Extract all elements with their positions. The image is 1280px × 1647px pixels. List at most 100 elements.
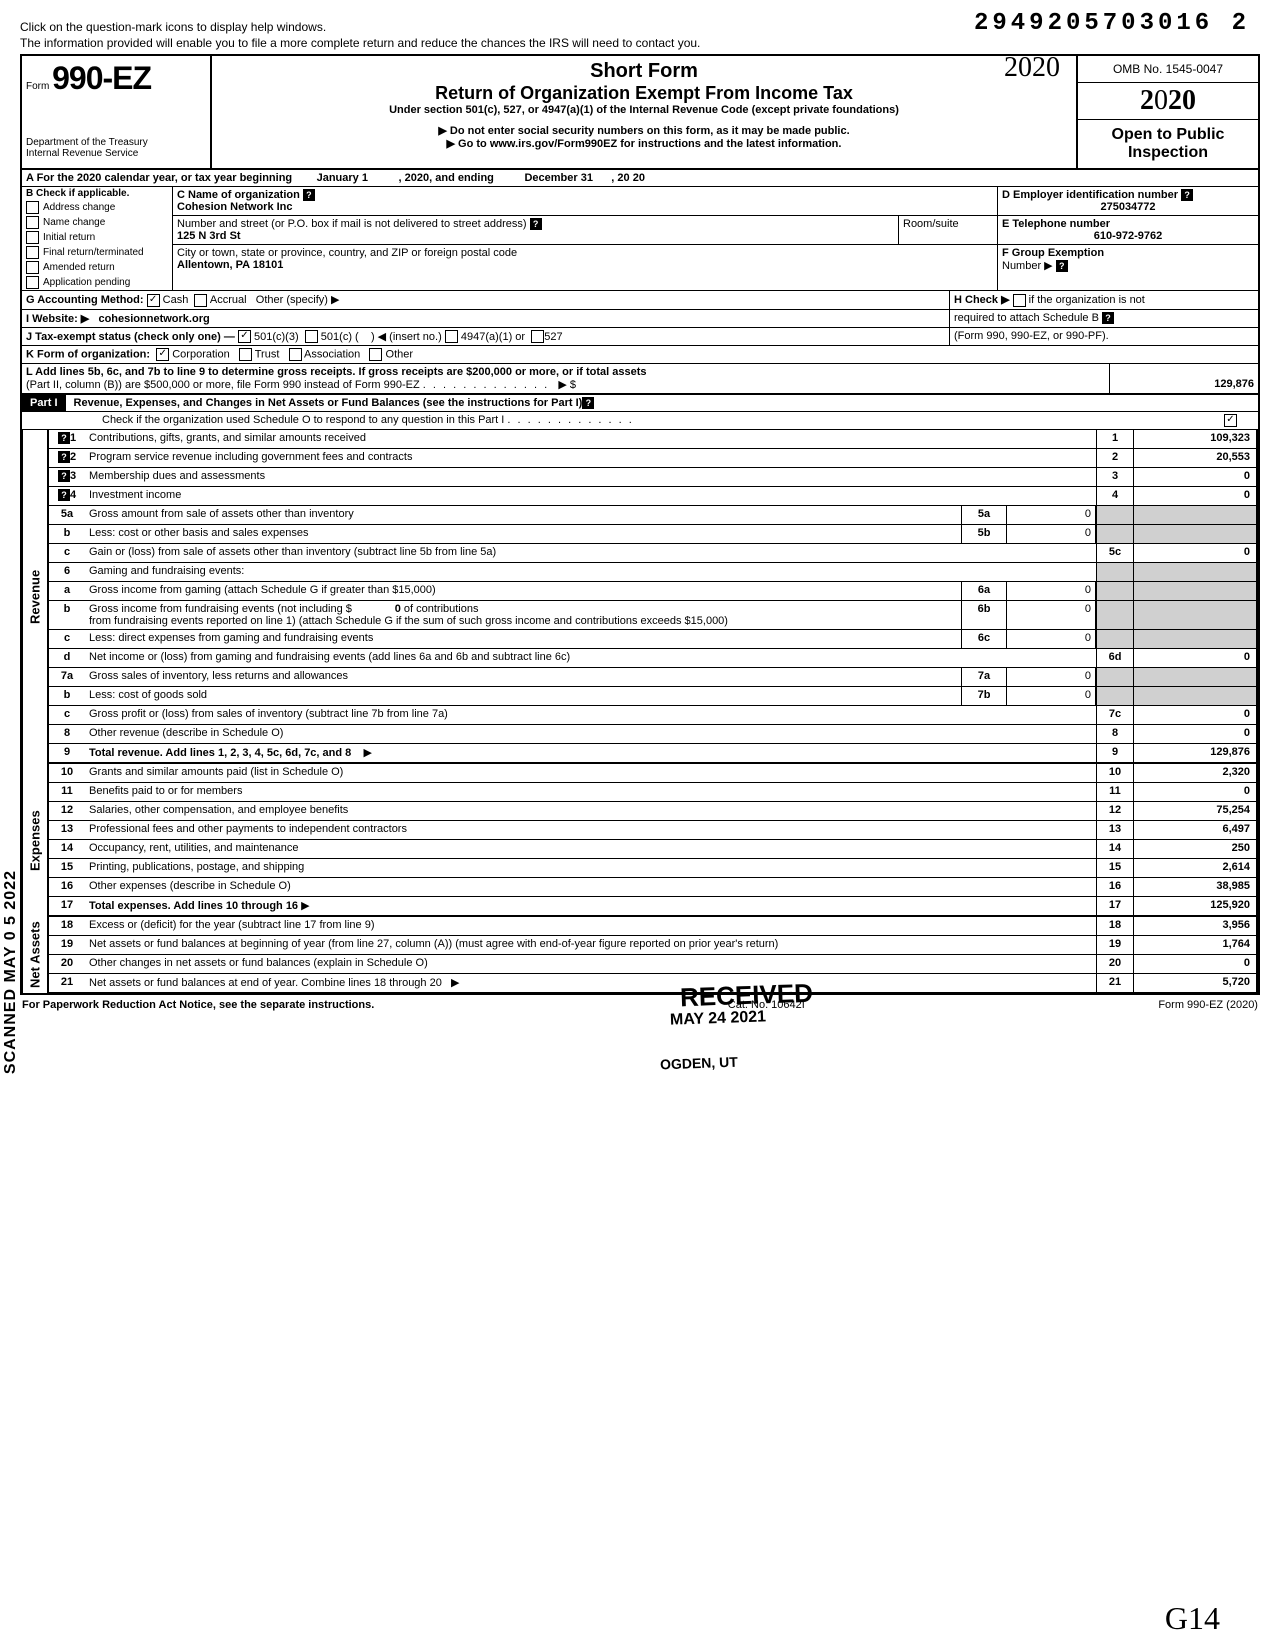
line-j-label: J Tax-exempt status (check only one) —	[26, 331, 235, 343]
line-val-4: 0	[1134, 487, 1256, 505]
line-box-10: 10	[1096, 764, 1134, 782]
help-icon[interactable]: ?	[58, 451, 70, 463]
check-cash[interactable]: ✓	[147, 294, 160, 307]
check-4947[interactable]	[445, 330, 458, 343]
check-accrual[interactable]	[194, 294, 207, 307]
line-box-14: 14	[1096, 840, 1134, 858]
line-b: b Less: cost or other basis and sales ex…	[47, 525, 1258, 544]
line-val-14: 250	[1134, 840, 1256, 858]
check-501c[interactable]	[305, 330, 318, 343]
line-4: ?4 Investment income 4 0	[47, 487, 1258, 506]
lbl-application-pending: Application pending	[43, 277, 130, 288]
help-icon[interactable]: ?	[1102, 312, 1114, 324]
line-val-d: 0	[1134, 649, 1256, 667]
line-box-20: 20	[1096, 955, 1134, 973]
help-icon[interactable]: ?	[530, 218, 542, 230]
check-trust[interactable]	[239, 348, 252, 361]
line-box-11: 11	[1096, 783, 1134, 801]
check-corporation[interactable]: ✓	[156, 348, 169, 361]
check-name-change[interactable]	[26, 216, 39, 229]
line-a-begin: January 1	[317, 172, 368, 184]
line-l-arrow: ▶ $	[558, 379, 576, 391]
check-application-pending[interactable]	[26, 276, 39, 289]
line-num-3: ?3	[49, 468, 85, 486]
line-num-7a: 7a	[49, 668, 85, 686]
line-i-label: I Website: ▶	[26, 313, 89, 325]
line-val-20: 0	[1134, 955, 1256, 973]
line-13: 13 Professional fees and other payments …	[47, 821, 1258, 840]
line-desc-c: Gain or (loss) from sale of assets other…	[85, 544, 1096, 562]
check-initial-return[interactable]	[26, 231, 39, 244]
line-val-11: 0	[1134, 783, 1256, 801]
document-id: 2949205703016 2	[974, 10, 1250, 37]
ein-value: 275034772	[1100, 201, 1155, 213]
help-icon[interactable]: ?	[1056, 260, 1068, 272]
line-g-label: G Accounting Method:	[26, 294, 144, 306]
sub-box-7b: 7b	[961, 687, 1007, 705]
lbl-name-change: Name change	[43, 217, 105, 228]
line-desc-20: Other changes in net assets or fund bala…	[85, 955, 1096, 973]
line-val-c: 0	[1134, 706, 1256, 724]
line-14: 14 Occupancy, rent, utilities, and maint…	[47, 840, 1258, 859]
check-final-return[interactable]	[26, 246, 39, 259]
line-c: c Gross profit or (loss) from sales of i…	[47, 706, 1258, 725]
org-name: Cohesion Network Inc	[177, 201, 293, 213]
line-h-4: (Form 990, 990-EZ, or 990-PF).	[954, 330, 1109, 342]
netassets-section-label: Net Assets	[22, 917, 47, 993]
title-short-form: Short Form	[216, 60, 1072, 83]
lbl-insert-no: ) ◀ (insert no.)	[371, 331, 442, 343]
sub-val-5b: 0	[1007, 525, 1096, 543]
line-desc-1: Contributions, gifts, grants, and simila…	[85, 430, 1096, 448]
line-a: a Gross income from gaming (attach Sched…	[47, 582, 1258, 601]
line-b: b Less: cost of goods sold 7b 0	[47, 687, 1258, 706]
help-note-2: The information provided will enable you…	[20, 36, 1260, 50]
help-icon[interactable]: ?	[303, 189, 315, 201]
help-icon[interactable]: ?	[1181, 189, 1193, 201]
line-15: 15 Printing, publications, postage, and …	[47, 859, 1258, 878]
section-f-label: F Group Exemption	[1002, 247, 1104, 259]
line-box-16: 16	[1096, 878, 1134, 896]
lbl-initial-return: Initial return	[43, 232, 95, 243]
check-address-change[interactable]	[26, 201, 39, 214]
line-val-c: 0	[1134, 544, 1256, 562]
phone-value: 610-972-9762	[1094, 230, 1163, 242]
line-desc-b: Less: cost or other basis and sales expe…	[85, 525, 961, 543]
line-box-d: 6d	[1096, 649, 1134, 667]
line-val-1: 109,323	[1134, 430, 1256, 448]
line-num-d: d	[49, 649, 85, 667]
line-desc-a: Gross income from gaming (attach Schedul…	[85, 582, 961, 600]
check-schedule-b[interactable]	[1013, 294, 1026, 307]
tax-year: 20202020	[1078, 83, 1258, 120]
lbl-4947: 4947(a)(1) or	[461, 331, 525, 343]
scanned-stamp: SCANNED MAY 0 5 2022	[2, 870, 20, 1074]
help-icon[interactable]: ?	[58, 432, 70, 444]
form-footer: Form 990-EZ (2020)	[1158, 999, 1258, 1011]
paperwork-notice: For Paperwork Reduction Act Notice, see …	[22, 999, 374, 1011]
addr-label: Number and street (or P.O. box if mail i…	[177, 218, 527, 230]
check-527[interactable]	[531, 330, 544, 343]
lbl-final-return: Final return/terminated	[43, 247, 144, 258]
open-public-1: Open to Public	[1084, 126, 1252, 144]
line-val-3: 0	[1134, 468, 1256, 486]
line-box-3: 3	[1096, 468, 1134, 486]
lbl-accrual: Accrual	[210, 294, 247, 306]
check-schedule-o[interactable]: ✓	[1224, 414, 1237, 427]
handwritten-year: 2020	[1004, 52, 1060, 84]
expenses-section-label: Expenses	[22, 764, 47, 917]
line-val-8: 0	[1134, 725, 1256, 743]
handwritten-note: G14	[1165, 1600, 1220, 1637]
check-association[interactable]	[289, 348, 302, 361]
check-other-org[interactable]	[369, 348, 382, 361]
help-icon[interactable]: ?	[58, 489, 70, 501]
line-num-8: 8	[49, 725, 85, 743]
line-desc-3: Membership dues and assessments	[85, 468, 1096, 486]
line-h-3: required to attach Schedule B	[954, 312, 1099, 324]
help-icon[interactable]: ?	[582, 397, 594, 409]
check-501c3[interactable]: ✓	[238, 330, 251, 343]
line-16: 16 Other expenses (describe in Schedule …	[47, 878, 1258, 897]
cat-no: Cat. No. 10642I	[728, 999, 805, 1011]
help-icon[interactable]: ?	[58, 470, 70, 482]
ssn-warning: ▶ Do not enter social security numbers o…	[216, 124, 1072, 137]
check-amended-return[interactable]	[26, 261, 39, 274]
city-label: City or town, state or province, country…	[177, 247, 517, 259]
